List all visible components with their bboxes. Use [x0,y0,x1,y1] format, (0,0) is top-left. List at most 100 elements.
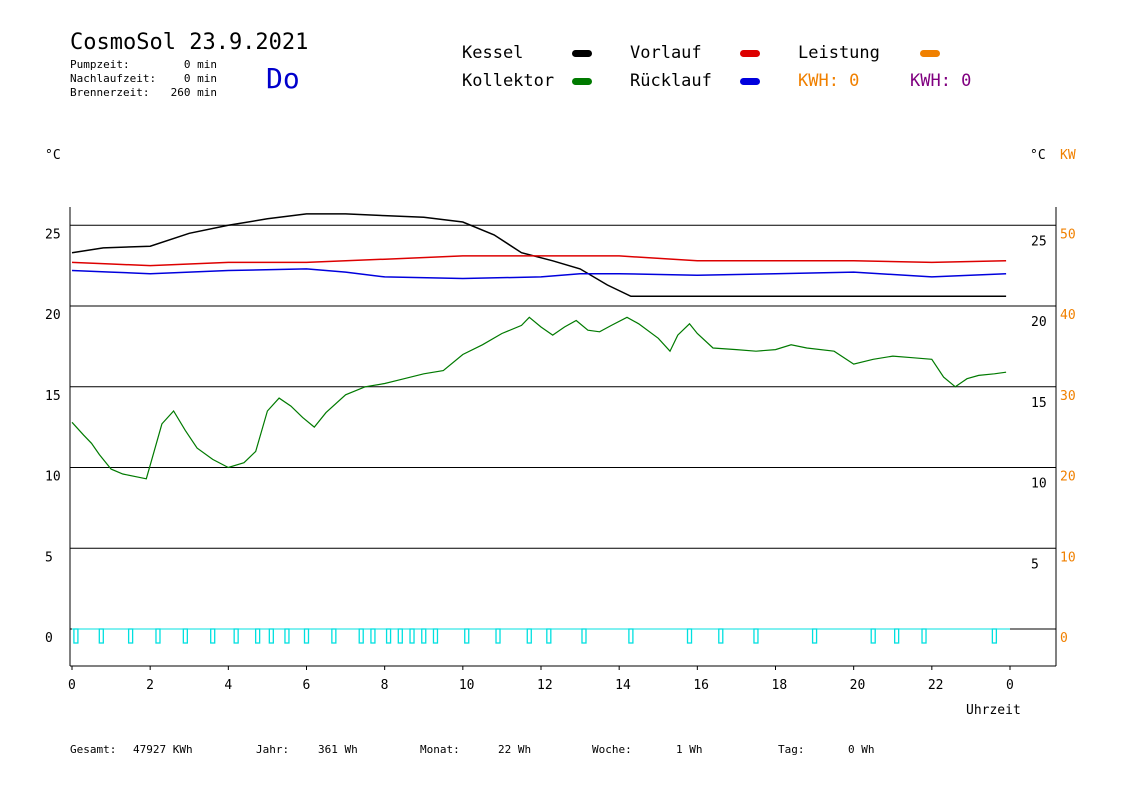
y-tick-right-c: 5 [1031,557,1039,572]
pump-pulse [526,628,532,644]
y-tick-right-kw: 20 [1060,470,1076,485]
y-tick-right-kw: 30 [1060,389,1076,404]
pump-pulse [284,628,290,644]
y-tick-left: 15 [45,389,61,404]
series-line [71,268,1007,280]
pump-pulse [233,628,239,644]
x-tick: 4 [224,678,232,693]
y-tick-right-kw: 0 [1060,631,1068,646]
legend-vorlauf-swatch [740,50,760,57]
pump-pulse [894,628,900,644]
y-tick-left: 0 [45,631,53,646]
pump-pulse [182,628,188,644]
footer-jahr-label: Jahr: [256,743,290,756]
pumpzeit-label: Pumpzeit: [70,58,130,71]
y-tick-right-kw: 10 [1060,550,1076,565]
x-tick: 2 [146,678,154,693]
footer-tag-label: Tag: [778,743,805,756]
legend-kwh-purple: KWH: 0 [910,71,972,91]
pump-pulse [98,628,104,644]
footer-woche-label: Woche: [592,743,632,756]
footer-monat-value: 22 Wh [498,743,532,756]
series-line [71,316,1007,480]
y-tick-left: 20 [45,308,61,323]
weekday-label: Do [266,62,300,95]
pump-pulse [495,628,501,644]
y-tick-left: 10 [45,470,61,485]
y-tick-right-c: 15 [1031,396,1047,411]
pump-pulse [464,628,470,644]
pump-pulse [628,628,634,644]
left-axis-unit: °C [45,148,61,163]
pump-pulse [409,628,415,644]
x-tick: 16 [693,678,709,693]
pump-pulse [397,628,403,644]
pump-pulse [370,628,376,644]
pump-pulse [753,628,759,644]
pump-pulse [421,628,427,644]
footer-woche-value: 1 Wh [676,743,703,756]
x-tick: 12 [537,678,553,693]
pump-pulse [991,628,998,644]
right-axis-unit-c: °C [1030,148,1046,163]
y-tick-left: 5 [45,550,53,565]
x-tick: 14 [615,678,631,693]
pump-pulse [811,628,818,644]
pump-pulse [155,628,161,644]
nachlaufzeit-label: Nachlaufzeit: [70,72,157,85]
legend-kwh-orange: KWH: 0 [798,71,860,91]
legend-leistung-swatch [920,50,940,57]
legend-ruecklauf-label: Rücklauf [630,71,712,91]
y-tick-right-c: 25 [1031,234,1047,249]
legend-ruecklauf-swatch [740,78,760,85]
pump-pulse [127,628,134,644]
pump-pulse [581,628,587,644]
pump-pulse [268,628,274,644]
pump-pulse [921,628,927,644]
x-tick: 0 [68,678,76,693]
pump-pulse [870,628,876,644]
pumpzeit-value: 0 min [183,58,217,71]
x-tick: 6 [303,678,311,693]
footer-gesamt-label: Gesamt: [70,743,117,756]
pump-pulse [303,628,310,644]
legend-kessel-label: Kessel [462,43,524,63]
y-tick-right-kw: 40 [1060,308,1076,323]
legend-vorlauf-label: Vorlauf [630,43,702,63]
pump-pulse [210,628,216,644]
y-tick-right-c: 10 [1031,477,1047,492]
series-line [71,255,1007,267]
x-tick: 8 [381,678,389,693]
right-axis-unit-kw: KW [1060,148,1076,163]
x-tick: 10 [459,678,475,693]
x-tick: 20 [850,678,866,693]
y-tick-left: 25 [45,227,61,242]
legend-leistung-label: Leistung [798,43,880,63]
x-tick: 22 [928,678,944,693]
brennerzeit-label: Brennerzeit: [70,86,150,99]
legend-kollektor-label: Kollektor [462,71,555,91]
pump-pulse [385,628,392,644]
footer-jahr-value: 361 Wh [318,743,358,756]
pump-pulse [254,628,261,644]
x-tick: 0 [1006,678,1014,693]
pump-pulse [546,628,552,644]
pump-pulse [331,628,337,644]
legend-kessel-swatch [572,50,592,57]
footer-monat-label: Monat: [420,743,460,756]
pump-pulse [73,628,79,644]
y-tick-right-kw: 50 [1060,227,1076,242]
chart-title: CosmoSol 23.9.2021 [70,30,309,55]
footer-gesamt-value: 47927 KWh [133,743,193,756]
x-axis-label: Uhrzeit [966,703,1021,718]
footer-tag-value: 0 Wh [848,743,875,756]
series-line [71,213,1007,298]
y-tick-right-c: 20 [1031,315,1047,330]
x-tick: 18 [772,678,788,693]
pump-pulse [432,628,439,644]
nachlaufzeit-value: 0 min [183,72,217,85]
legend-kollektor-swatch [572,78,592,85]
pump-pulse [686,628,693,644]
pump-pulse [358,628,364,644]
